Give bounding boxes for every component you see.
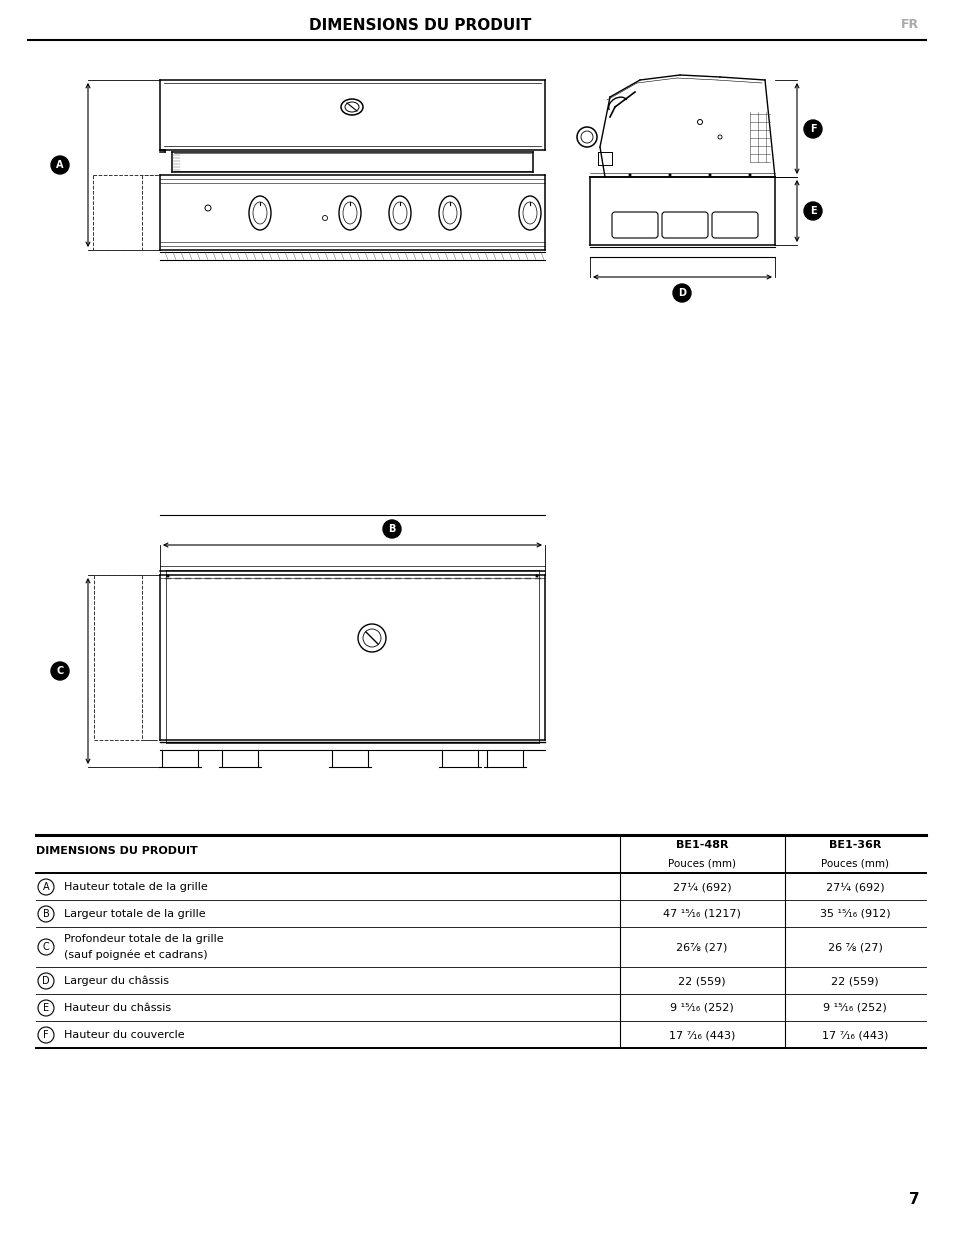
Text: C: C <box>56 666 64 676</box>
Text: F: F <box>809 124 816 135</box>
Text: 17 ⁷⁄₁₆ (443): 17 ⁷⁄₁₆ (443) <box>821 1030 887 1040</box>
Text: B: B <box>388 524 395 534</box>
Text: 27¼ (692): 27¼ (692) <box>672 882 731 892</box>
Text: 7: 7 <box>908 1193 919 1208</box>
Text: A: A <box>56 161 64 170</box>
Text: Largeur du châssis: Largeur du châssis <box>64 976 169 987</box>
Text: Hauteur totale de la grille: Hauteur totale de la grille <box>64 882 208 892</box>
Text: FR: FR <box>900 19 918 32</box>
Text: 22 (559): 22 (559) <box>830 976 878 986</box>
Text: 22 (559): 22 (559) <box>678 976 725 986</box>
Circle shape <box>668 173 671 177</box>
Text: D: D <box>42 976 50 986</box>
Text: 26 ⅞ (27): 26 ⅞ (27) <box>826 942 882 952</box>
Text: E: E <box>809 206 816 216</box>
Text: Pouces (mm): Pouces (mm) <box>667 860 735 869</box>
Text: Hauteur du couvercle: Hauteur du couvercle <box>64 1030 185 1040</box>
Circle shape <box>803 120 821 138</box>
Circle shape <box>708 173 711 177</box>
Circle shape <box>748 173 751 177</box>
Circle shape <box>535 574 537 578</box>
Circle shape <box>167 574 170 578</box>
Circle shape <box>51 662 69 680</box>
Text: BE1-36R: BE1-36R <box>828 840 881 850</box>
Text: 35 ¹⁵⁄₁₆ (912): 35 ¹⁵⁄₁₆ (912) <box>819 909 889 919</box>
Circle shape <box>803 203 821 220</box>
Text: F: F <box>43 1030 49 1040</box>
Text: Hauteur du châssis: Hauteur du châssis <box>64 1003 171 1013</box>
Text: E: E <box>43 1003 49 1013</box>
Circle shape <box>51 156 69 174</box>
Text: 17 ⁷⁄₁₆ (443): 17 ⁷⁄₁₆ (443) <box>668 1030 735 1040</box>
Text: 9 ¹⁵⁄₁₆ (252): 9 ¹⁵⁄₁₆ (252) <box>669 1003 733 1013</box>
Text: B: B <box>43 909 50 919</box>
Text: DIMENSIONS DU PRODUIT: DIMENSIONS DU PRODUIT <box>36 846 197 856</box>
Text: Pouces (mm): Pouces (mm) <box>821 860 888 869</box>
Text: 27¼ (692): 27¼ (692) <box>825 882 883 892</box>
Text: (sauf poignée et cadrans): (sauf poignée et cadrans) <box>64 950 208 961</box>
Text: D: D <box>678 288 685 298</box>
Text: A: A <box>43 882 50 892</box>
Circle shape <box>672 284 690 303</box>
Text: Profondeur totale de la grille: Profondeur totale de la grille <box>64 934 223 944</box>
Text: Largeur totale de la grille: Largeur totale de la grille <box>64 909 206 919</box>
Text: DIMENSIONS DU PRODUIT: DIMENSIONS DU PRODUIT <box>309 17 531 32</box>
Circle shape <box>628 173 631 177</box>
Text: C: C <box>43 942 50 952</box>
Circle shape <box>382 520 400 538</box>
Text: 26⅞ (27): 26⅞ (27) <box>676 942 727 952</box>
Text: BE1-48R: BE1-48R <box>675 840 727 850</box>
Text: 9 ¹⁵⁄₁₆ (252): 9 ¹⁵⁄₁₆ (252) <box>822 1003 886 1013</box>
Text: 47 ¹⁵⁄₁₆ (1217): 47 ¹⁵⁄₁₆ (1217) <box>662 909 740 919</box>
